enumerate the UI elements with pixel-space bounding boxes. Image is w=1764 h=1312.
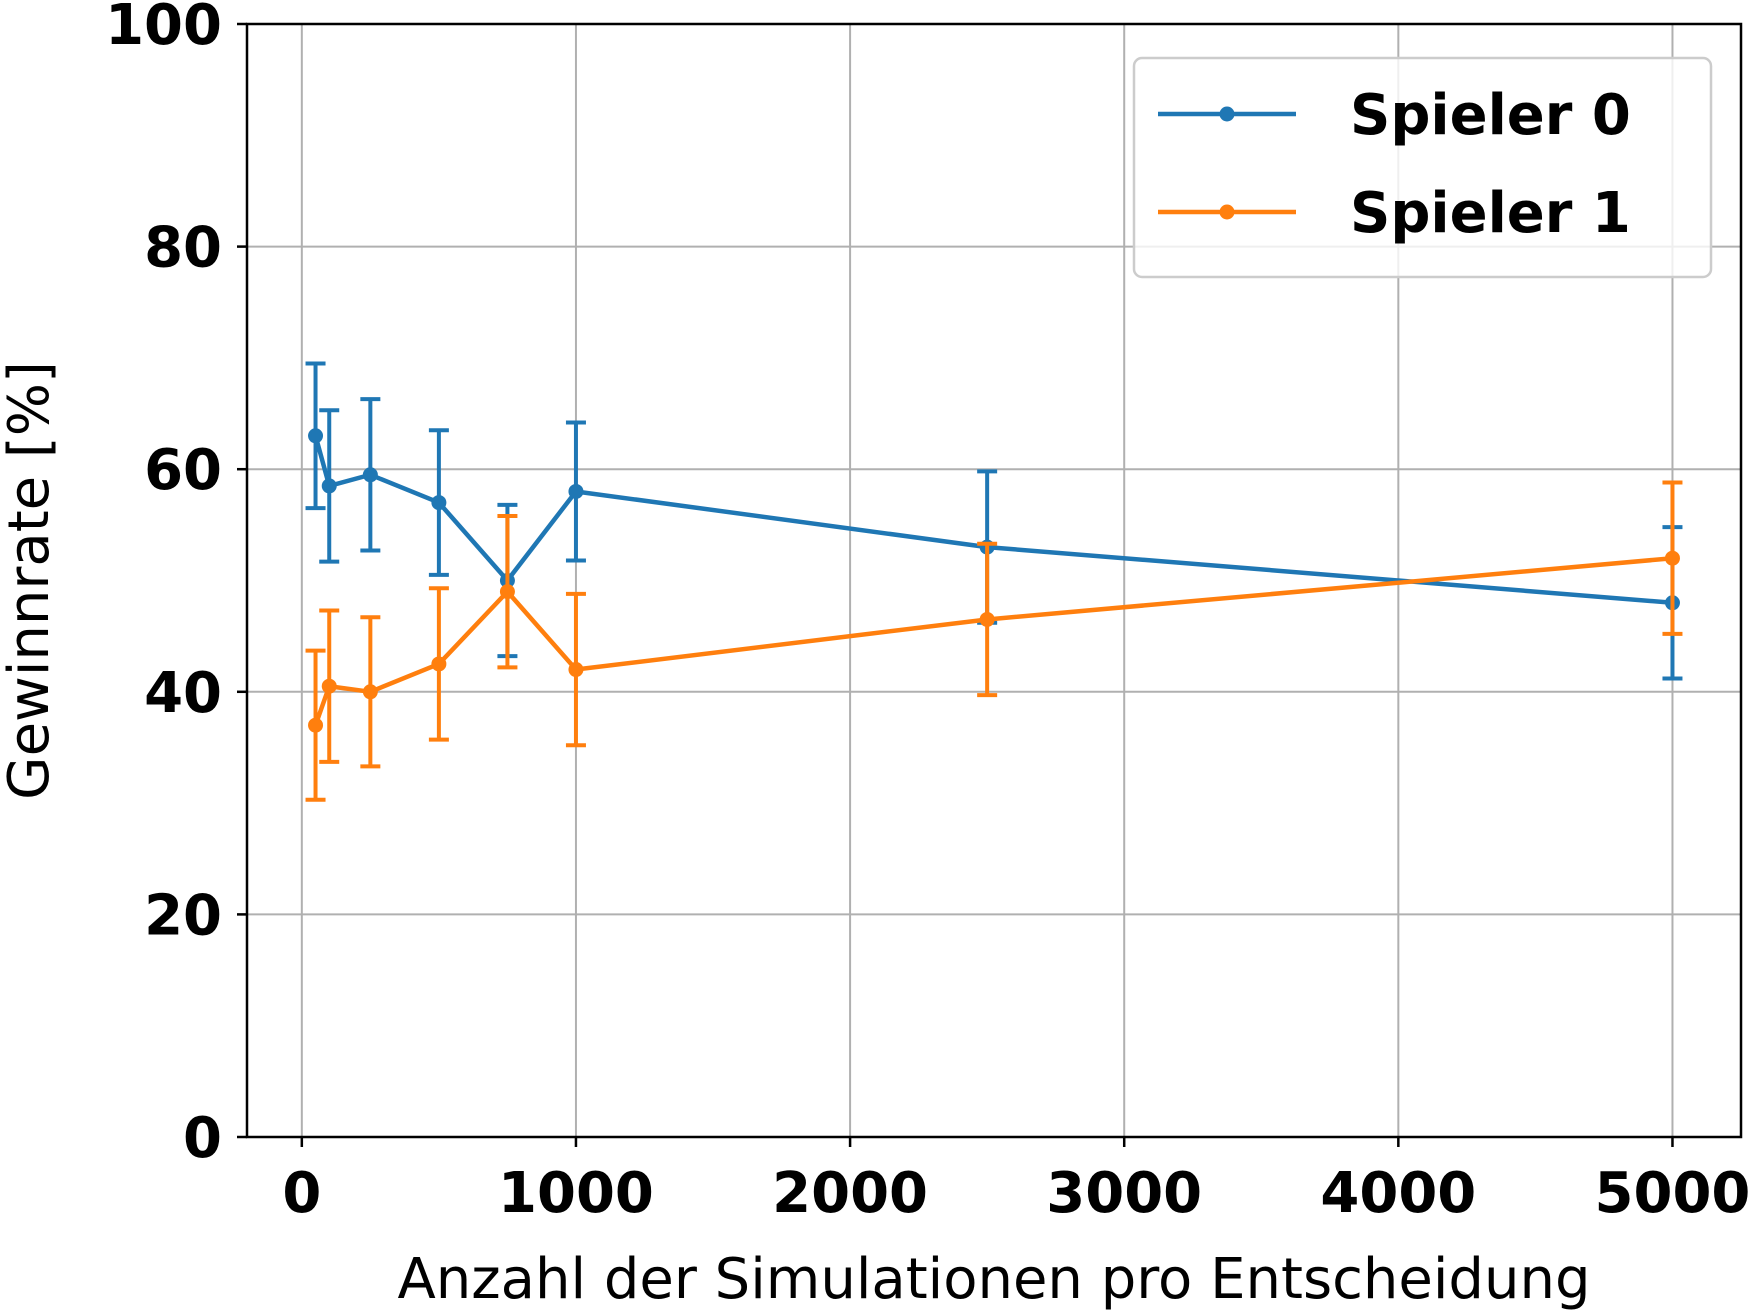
- series-0: [305, 361, 1683, 681]
- data-point: [308, 717, 324, 733]
- data-point: [362, 684, 378, 700]
- y-tick-label: 80: [144, 216, 222, 281]
- y-tick-label: 0: [183, 1106, 222, 1171]
- x-tick-label: 5000: [1595, 1161, 1751, 1226]
- data-series: [305, 361, 1683, 802]
- data-point: [979, 611, 995, 627]
- legend-label: Spieler 1: [1350, 181, 1631, 246]
- data-point: [568, 483, 584, 499]
- data-point: [1664, 550, 1680, 566]
- legend-marker: [1219, 106, 1235, 122]
- y-tick-label: 60: [144, 438, 222, 503]
- y-tick-label: 100: [105, 0, 222, 58]
- data-point: [568, 662, 584, 678]
- x-tick-label: 0: [282, 1161, 321, 1226]
- y-tick-label: 40: [144, 661, 222, 726]
- legend-marker: [1219, 204, 1235, 220]
- y-axis-label: Gewinnrate [%]: [0, 361, 62, 800]
- plot-area-frame: [245, 22, 1743, 1139]
- x-axis-label: Anzahl der Simulationen pro Entscheidung: [397, 1247, 1590, 1312]
- data-point: [321, 678, 337, 694]
- x-tick-label: 4000: [1320, 1161, 1476, 1226]
- data-point: [499, 584, 515, 600]
- legend-label: Spieler 0: [1350, 83, 1631, 148]
- data-point: [308, 428, 324, 444]
- series-1: [305, 480, 1683, 802]
- data-point: [321, 478, 337, 494]
- data-point: [431, 495, 447, 511]
- x-tick-label: 3000: [1046, 1161, 1202, 1226]
- x-tick-label: 1000: [498, 1161, 654, 1226]
- data-point: [362, 467, 378, 483]
- axis-ticks: 0 1000 2000 3000 4000 5000 0 20 40 60 80 100: [105, 0, 1750, 1226]
- x-tick-label: 2000: [772, 1161, 928, 1226]
- y-tick-label: 20: [144, 883, 222, 948]
- data-point: [431, 656, 447, 672]
- legend: Spieler 0 Spieler 1: [1132, 56, 1713, 279]
